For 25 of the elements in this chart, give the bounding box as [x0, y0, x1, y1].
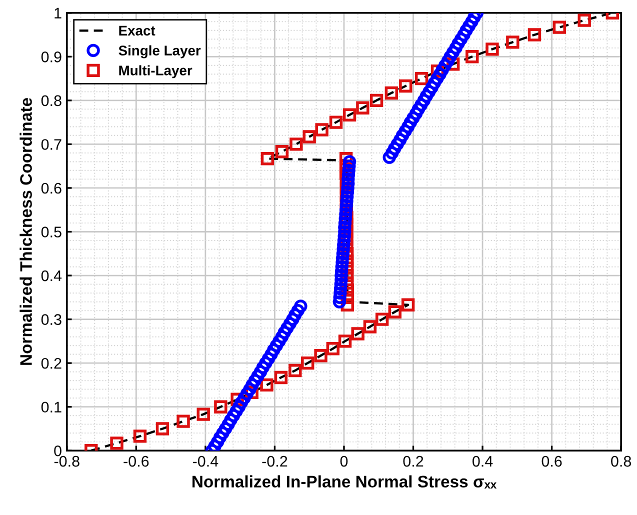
x-tick-label: 0.8	[611, 456, 632, 467]
y-tick-label: 0.9	[41, 52, 62, 62]
y-tick-label: 1	[54, 8, 62, 18]
x-tick-label: -0.2	[262, 456, 288, 467]
x-axis-title: Normalized In-Plane Normal Stress σₓₓ	[192, 475, 497, 489]
x-tick-label: -0.6	[124, 456, 149, 467]
y-tick-label: 0.8	[41, 95, 62, 106]
y-axis-title: Normalized Thickness Coordinate	[20, 98, 32, 365]
legend-label: Single Layer	[118, 45, 201, 58]
y-tick-label: 0.2	[41, 358, 62, 369]
x-tick-label: 0.2	[403, 456, 424, 467]
x-tick-label: 0	[340, 456, 348, 467]
y-tick-label: 0.5	[41, 226, 62, 238]
y-tick-label: 0.1	[41, 402, 62, 413]
x-tick-label: -0.8	[54, 456, 80, 467]
x-tick-label: 0.4	[472, 456, 493, 467]
y-tick-label: 0	[54, 445, 62, 456]
legend-label: Multi-Layer	[119, 65, 192, 78]
y-tick-label: 0.4	[41, 270, 62, 282]
y-tick-label: 0.7	[41, 139, 62, 150]
x-tick-label: 0.6	[542, 456, 562, 467]
legend-label: Exact	[119, 26, 156, 36]
y-tick-label: 0.3	[41, 314, 62, 325]
x-tick-label: -0.4	[192, 456, 218, 467]
y-tick-label: 0.6	[41, 182, 62, 194]
